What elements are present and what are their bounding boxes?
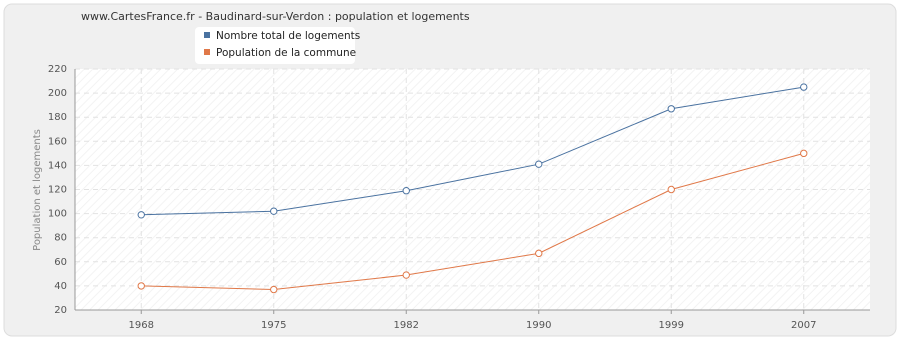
legend-swatch	[204, 49, 210, 55]
data-point	[535, 160, 543, 168]
data-point	[137, 282, 145, 290]
chart-title: www.CartesFrance.fr - Baudinard-sur-Verd…	[81, 10, 470, 23]
x-tick-label: 1982	[394, 320, 419, 331]
y-tick-label: 120	[48, 185, 67, 196]
y-tick-label: 140	[48, 160, 67, 171]
data-point	[800, 83, 808, 91]
legend-label: Population de la commune	[216, 47, 356, 59]
y-tick-label: 20	[54, 305, 67, 316]
series-line	[141, 86, 804, 216]
y-tick-label: 180	[48, 112, 67, 123]
y-tick-label: 60	[54, 257, 67, 268]
series-line	[141, 152, 804, 291]
y-tick-label: 220	[48, 64, 67, 75]
data-point	[667, 105, 675, 113]
y-tick-label: 100	[48, 209, 67, 220]
y-axis-label: Population et logements	[32, 129, 43, 251]
y-tick-label: 80	[54, 233, 67, 244]
legend	[195, 27, 355, 64]
y-tick-label: 40	[54, 281, 67, 292]
x-tick-label: 1968	[129, 320, 154, 331]
y-tick-label: 160	[48, 136, 67, 147]
data-point	[270, 207, 278, 215]
data-point	[270, 285, 278, 294]
data-point	[137, 211, 145, 219]
data-point	[667, 185, 675, 194]
legend-label: Nombre total de logements	[216, 30, 360, 42]
data-point	[402, 187, 410, 195]
data-point	[800, 149, 808, 158]
x-tick-label: 2007	[791, 320, 816, 331]
data-point	[535, 249, 543, 258]
legend-swatch	[204, 32, 210, 38]
x-tick-label: 1975	[261, 320, 286, 331]
x-tick-label: 1990	[526, 320, 551, 331]
data-point	[402, 271, 410, 279]
x-tick-label: 1999	[659, 320, 684, 331]
y-tick-label: 200	[48, 88, 67, 99]
